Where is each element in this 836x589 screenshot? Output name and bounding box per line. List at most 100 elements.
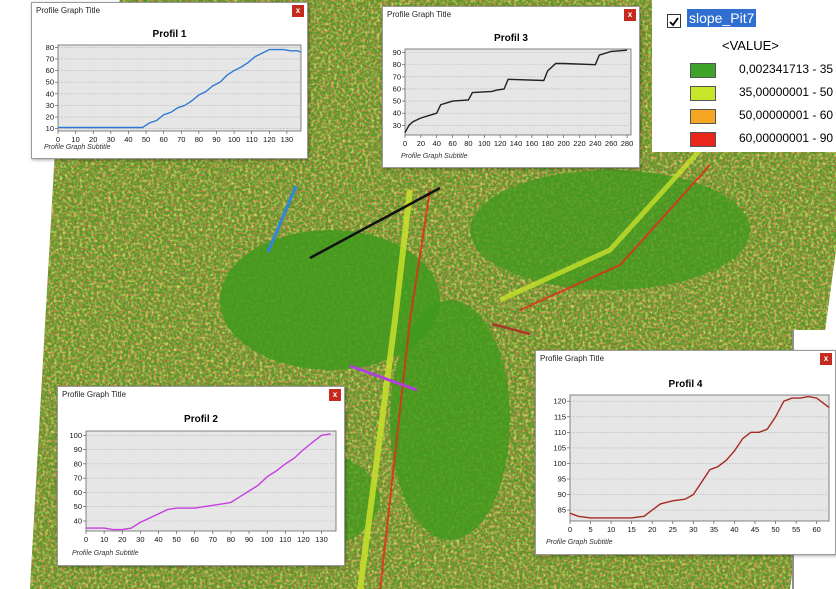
checkmark-icon [669,17,679,27]
graph-title: Profil 3 [494,33,528,44]
graph-subtitle: Profile Graph Subtitle [72,550,139,557]
y-tick-label: 105 [553,443,566,452]
x-tick-label: 140 [510,139,523,148]
window-title[interactable]: Profile Graph Title [536,351,835,367]
x-tick-label: 30 [107,135,115,144]
legend-label-2: 35,00000001 - 50 [739,85,834,99]
y-tick-label: 80 [46,43,54,52]
x-tick-label: 200 [557,139,570,148]
y-tick-label: 70 [74,474,82,483]
y-tick-label: 50 [393,97,401,106]
plot-area [57,44,302,132]
y-tick-label: 30 [393,121,401,130]
graph-subtitle: Profile Graph Subtitle [44,144,111,151]
x-tick-label: 120 [494,139,507,148]
x-tick-label: 35 [710,525,718,534]
x-tick-label: 50 [172,535,180,544]
profile-series-line [86,433,331,531]
y-tick-label: 90 [393,48,401,57]
layer-checkbox[interactable] [667,14,681,28]
x-tick-label: 20 [89,135,97,144]
x-tick-label: 80 [195,135,203,144]
legend-swatch-4 [690,132,716,147]
y-tick-label: 115 [554,412,566,421]
legend-label-1: 0,002341713 - 35 [739,62,834,76]
y-tick-label: 80 [393,60,401,69]
legend-label-4: 60,00000001 - 90 [739,131,834,145]
x-tick-label: 30 [136,535,144,544]
y-tick-label: 85 [558,506,566,515]
x-tick-label: 260 [605,139,618,148]
y-tick-label: 95 [558,475,566,484]
x-tick-label: 0 [403,139,407,148]
profile-graph-window-2[interactable]: Profile Graph Title x Profil 2 40 50 60 70 8… [57,386,345,566]
close-icon[interactable]: x [329,389,341,401]
x-tick-label: 0 [568,525,572,534]
x-tick-label: 50 [771,525,779,534]
x-tick-label: 25 [669,525,677,534]
x-tick-label: 45 [751,525,759,534]
window-title[interactable]: Profile Graph Title [58,387,344,403]
plot-area [569,394,830,522]
window-title[interactable]: Profile Graph Title [32,3,307,19]
x-tick-label: 120 [297,535,310,544]
x-tick-label: 130 [315,535,328,544]
y-tick-label: 60 [74,488,82,497]
y-tick-label: 90 [74,445,82,454]
y-tick-label: 90 [558,490,566,499]
layer-name[interactable]: slope_Pit7 [687,9,757,27]
table-of-contents-legend: slope_Pit7 <VALUE> 0,002341713 - 35 35,0… [652,0,836,152]
window-title[interactable]: Profile Graph Title [383,7,639,23]
x-tick-label: 30 [689,525,697,534]
y-tick-label: 50 [46,78,54,87]
profile-plot-3: 30 40 50 60 70 80 90 0 20 40 60 80 100 120 140 160 180 20… [393,48,634,148]
y-tick-label: 10 [46,124,54,133]
profile-series-line [569,395,830,519]
x-tick-label: 220 [573,139,586,148]
graph-title: Profil 4 [668,379,703,390]
profile-graph-window-4[interactable]: Profile Graph Title x Profil 4 85 90 95 100… [535,350,836,555]
x-tick-label: 20 [417,139,425,148]
x-tick-label: 120 [263,135,276,144]
x-tick-label: 240 [589,139,602,148]
y-tick-label: 70 [393,72,401,81]
profile-plot-2: 40 50 60 70 80 90 100 0 10 20 30 40 50 60 70 80 90 100 110… [69,430,337,544]
graph-title: Profil 2 [184,414,218,425]
y-tick-label: 60 [46,66,54,75]
y-tick-label: 100 [69,431,82,440]
close-icon[interactable]: x [292,5,304,17]
profile-graph-window-3[interactable]: Profile Graph Title x Profil 3 30 40 50 60 7… [382,6,640,168]
legend-swatch-1 [690,63,716,78]
close-icon[interactable]: x [624,9,636,21]
y-tick-label: 70 [46,54,54,63]
y-tick-label: 120 [553,397,566,406]
x-tick-label: 40 [433,139,441,148]
plot-area [85,430,337,532]
profile-graph-window-1[interactable]: Profile Graph Title x Profil 1 10 20 30 40 5… [31,2,308,159]
profile-3-line [309,186,441,260]
y-tick-label: 30 [46,101,54,110]
x-tick-label: 90 [245,535,253,544]
x-tick-label: 80 [464,139,472,148]
x-tick-label: 280 [621,139,634,148]
y-tick-label: 80 [74,459,82,468]
x-tick-label: 60 [191,535,199,544]
x-tick-label: 70 [177,135,185,144]
x-tick-label: 5 [588,525,592,534]
x-tick-label: 0 [84,535,88,544]
graph-subtitle: Profile Graph Subtitle [401,153,468,160]
x-tick-label: 0 [56,135,60,144]
profile-plot-4: 85 90 95 100 105 110 115 120 0 5 10 15 20 25 30 35 40 45 5… [553,394,830,534]
close-icon[interactable]: x [820,353,832,365]
x-tick-label: 70 [209,535,217,544]
x-tick-label: 60 [448,139,456,148]
x-tick-label: 60 [159,135,167,144]
x-tick-label: 55 [792,525,800,534]
x-tick-label: 110 [279,535,291,544]
x-tick-label: 40 [730,525,738,534]
x-tick-label: 100 [478,139,491,148]
x-tick-label: 60 [812,525,820,534]
legend-swatch-2 [690,86,716,101]
y-tick-label: 110 [554,428,566,437]
x-tick-label: 20 [648,525,656,534]
